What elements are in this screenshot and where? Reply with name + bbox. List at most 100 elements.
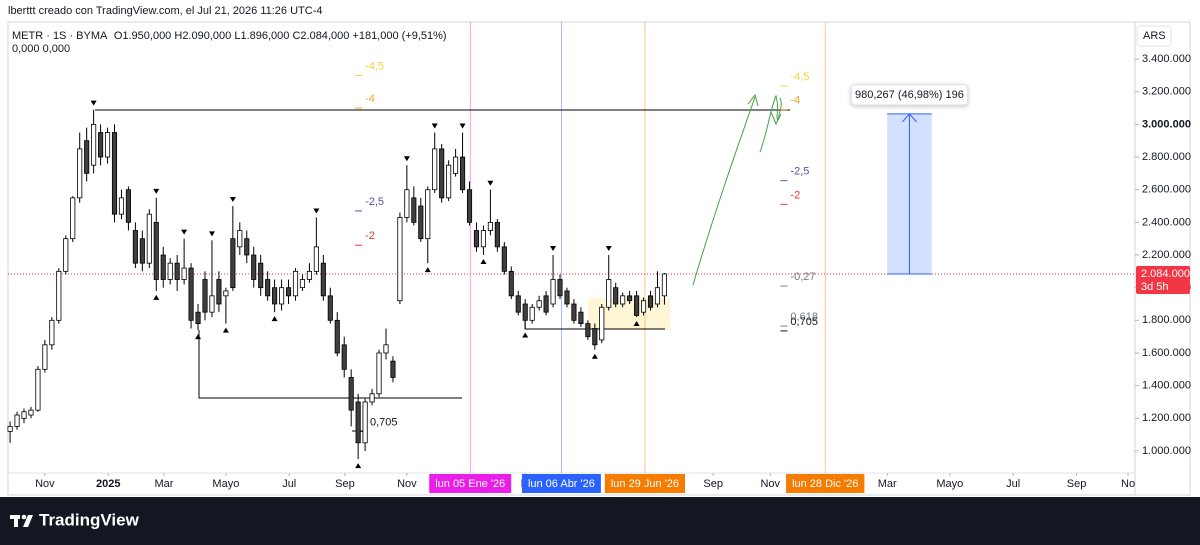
candle-body — [418, 205, 424, 240]
fractal-up — [355, 463, 362, 469]
x-tick-label: Nov — [760, 478, 780, 490]
candle-body — [383, 344, 389, 354]
candle-body — [153, 221, 159, 280]
candle-body — [56, 270, 62, 321]
indicator-value: 0,000 — [43, 43, 71, 55]
fractal-down — [459, 123, 466, 129]
x-tick-label: Nov — [397, 478, 417, 490]
projection-arrow — [692, 96, 756, 286]
fractal-down — [90, 100, 97, 106]
candle-body — [313, 246, 319, 272]
fractal-down — [605, 246, 612, 252]
candle-body — [104, 132, 111, 158]
arrow-head — [770, 111, 782, 126]
candle-body — [14, 414, 20, 427]
countdown-label: 3d 5h — [1141, 281, 1169, 293]
candle-body — [251, 254, 257, 280]
x-tick-label: Mayo — [936, 478, 963, 490]
candle-body — [606, 279, 612, 308]
y-tick-label: 3.000.000 — [1142, 118, 1191, 130]
fractal-down — [403, 156, 410, 162]
y-tick-label: 3.200.000 — [1142, 86, 1191, 98]
candle-body — [327, 295, 333, 321]
candle-body — [501, 246, 507, 272]
candle-body — [139, 238, 145, 264]
candle-body — [84, 140, 90, 174]
candle-body — [28, 409, 34, 416]
candle-body — [244, 238, 250, 256]
fib-label: 0,618 — [790, 311, 818, 323]
y-tick-label: 1.400.000 — [1142, 380, 1191, 392]
candle-body — [376, 352, 382, 395]
candle-body — [473, 230, 480, 248]
x-tick-label: lun 06 Abr '26 — [528, 478, 595, 490]
fib-label: -4 — [365, 93, 375, 105]
candle-body — [279, 287, 285, 305]
candle-body — [216, 279, 222, 305]
candle-body — [522, 303, 528, 321]
candle-body — [91, 123, 97, 166]
date-tag — [604, 474, 686, 493]
candle-body — [181, 267, 187, 280]
fib-label: -2 — [790, 189, 800, 201]
y-tick-label: 2.200.000 — [1142, 249, 1191, 261]
logo-part — [14, 515, 18, 527]
candle-body — [132, 230, 138, 264]
candle-body — [571, 303, 577, 321]
arrow-head — [747, 93, 759, 107]
fractal-up — [522, 332, 529, 338]
logo-part — [21, 514, 27, 520]
candle-body — [578, 311, 584, 324]
candle-body — [265, 279, 271, 297]
last-price-tag — [1136, 265, 1190, 294]
y-tick-label: 3.400.000 — [1142, 53, 1191, 65]
candle-body — [334, 319, 340, 354]
candle-body — [362, 401, 368, 444]
candle-body — [627, 295, 633, 302]
chart-frame — [7, 21, 1191, 496]
candle-body — [63, 238, 69, 272]
fractal-up — [271, 316, 278, 322]
footer — [0, 497, 1200, 545]
candle-body — [7, 426, 13, 432]
candle-body — [223, 290, 229, 297]
fractal-down — [550, 246, 557, 252]
candle-body — [453, 156, 459, 174]
candle-body — [599, 306, 605, 341]
candle-body — [654, 287, 661, 305]
x-tick-label: No — [1121, 478, 1135, 490]
fib-label: -0,27 — [790, 271, 815, 283]
fractal-down — [153, 188, 160, 194]
candle-body — [439, 148, 445, 199]
candle-body — [536, 300, 542, 308]
fractal-down — [208, 231, 215, 237]
x-tick-label: Mayo — [212, 478, 239, 490]
candle-body — [515, 295, 521, 313]
x-tick-label: lun 29 Jun '26 — [611, 478, 679, 490]
y-tick-label: 1.000.000 — [1142, 445, 1191, 457]
currency-box[interactable] — [1136, 25, 1172, 47]
legend-change: +181,000 (+9,51%) — [352, 30, 446, 42]
candle-body — [585, 323, 591, 338]
candle-body — [557, 279, 563, 297]
candle-body — [425, 189, 431, 240]
measure-arrow-head — [902, 113, 917, 123]
candle-body — [42, 344, 48, 370]
candle-body — [237, 230, 243, 248]
candle-body — [487, 221, 493, 231]
candle-body — [188, 267, 194, 321]
fractal-up — [591, 353, 598, 359]
y-tick-label: 1.600.000 — [1142, 347, 1191, 359]
candle-body — [167, 262, 173, 280]
candle-body — [209, 295, 215, 313]
measure-label-box — [850, 84, 968, 106]
candle-body — [508, 270, 514, 297]
candle-body — [70, 197, 76, 240]
y-tick-label: 1.200.000 — [1142, 412, 1191, 424]
brand: TradingView — [39, 510, 140, 529]
y-tick-label: 2.600.000 — [1142, 184, 1191, 196]
fractal-up — [195, 334, 202, 340]
candle-body — [404, 189, 410, 218]
